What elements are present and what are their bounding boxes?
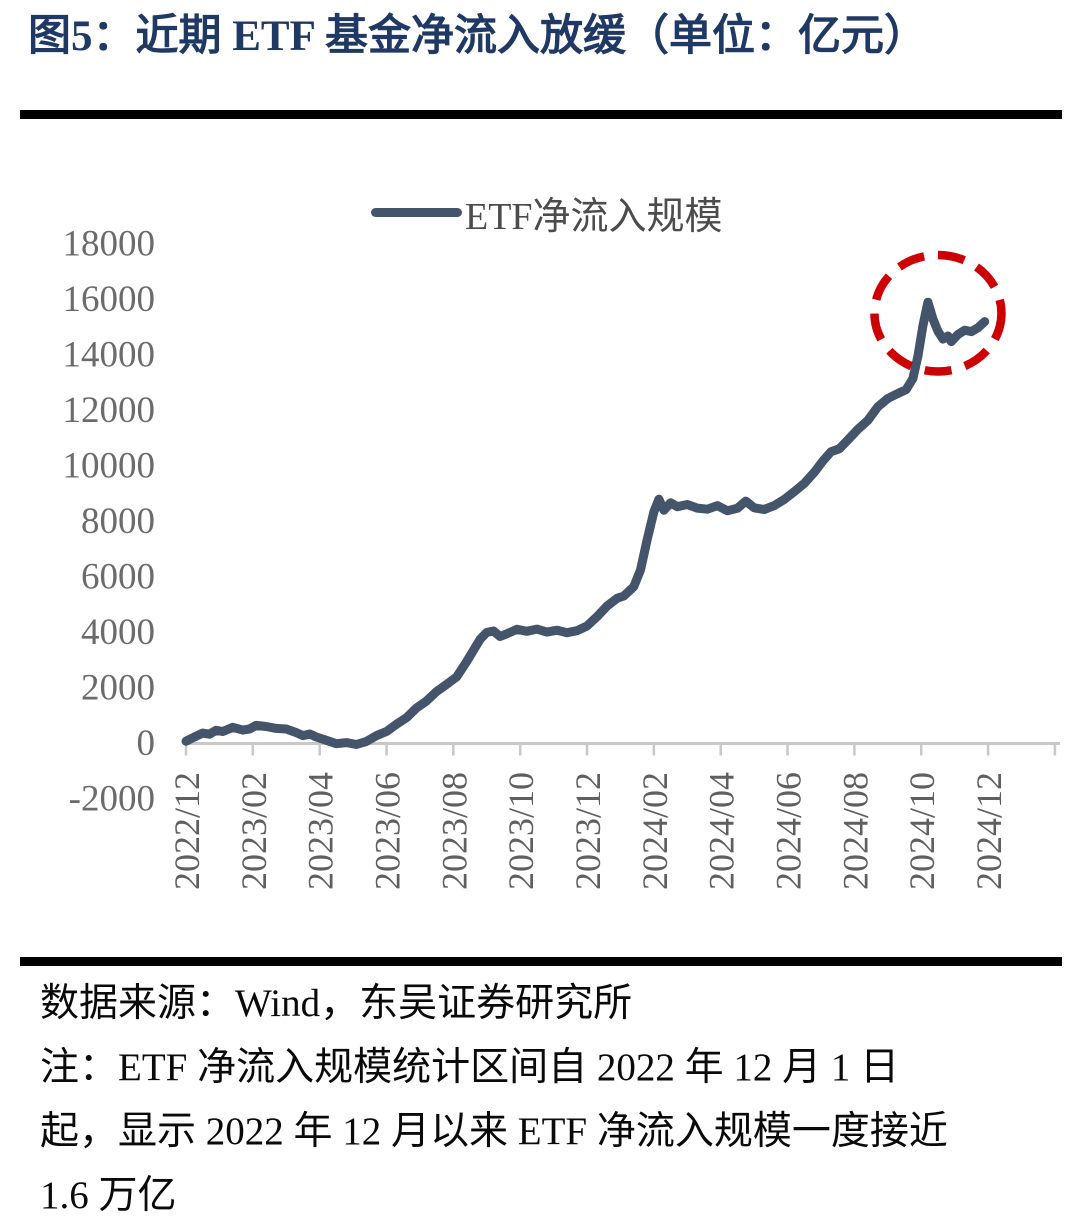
y-axis-tick-label: 12000 (63, 390, 156, 431)
x-axis-tick-label: 2023/02 (234, 772, 274, 890)
x-axis-tick-label: 2023/10 (501, 772, 541, 890)
y-axis-tick-label: 10000 (63, 446, 156, 487)
top-divider (20, 110, 1062, 119)
y-axis-tick-label: 0 (137, 723, 156, 764)
x-axis-tick-label: 2024/12 (969, 772, 1009, 890)
y-axis-tick-label: 8000 (81, 501, 155, 542)
x-axis-tick-label: 2024/10 (902, 772, 942, 890)
x-axis-tick-label: 2024/06 (769, 772, 809, 890)
chart-legend: ETF净流入规模 (371, 191, 723, 238)
y-axis-tick-label: -2000 (69, 779, 155, 820)
x-axis-tick-label: 2023/12 (568, 772, 608, 890)
x-axis-tick-label: 2023/06 (368, 772, 408, 890)
x-axis-tick-label: 2024/08 (835, 772, 875, 890)
x-axis-tick-label: 2022/12 (167, 772, 207, 890)
note-line-3: 1.6 万亿 (40, 1174, 177, 1217)
data-source-text: 数据来源：Wind，东吴证券研究所 (40, 982, 633, 1025)
y-axis-tick-label: 16000 (63, 279, 156, 320)
series-line-etf (181, 297, 990, 749)
y-axis-tick-label: 4000 (81, 612, 155, 653)
y-axis-tick-label: 2000 (81, 668, 155, 709)
y-axis-tick-label: 6000 (81, 557, 155, 598)
y-axis-tick-label: 14000 (63, 335, 156, 376)
legend-label: ETF净流入规模 (465, 195, 723, 238)
note-line-1: 注：ETF 净流入规模统计区间自 2022 年 12 月 1 日 (40, 1046, 900, 1089)
y-axis-tick-label: 18000 (63, 224, 156, 265)
x-axis-tick-label: 2023/08 (434, 772, 474, 890)
x-axis-tick-label: 2023/04 (301, 772, 341, 890)
x-axis-tick-label: 2024/02 (635, 772, 675, 890)
figure-title: 图5：近期 ETF 基金净流入放缓（单位：亿元） (28, 13, 928, 60)
x-axis-tick-label: 2024/04 (702, 772, 742, 890)
legend-line-swatch (371, 207, 462, 217)
note-line-2: 起，显示 2022 年 12 月以来 ETF 净流入规模一度接近 (40, 1110, 948, 1153)
figure-footnotes: 数据来源：Wind，东吴证券研究所 注：ETF 净流入规模统计区间自 2022 … (40, 972, 1050, 1228)
bottom-divider (20, 957, 1062, 966)
peak-highlight-circle (870, 250, 1006, 376)
